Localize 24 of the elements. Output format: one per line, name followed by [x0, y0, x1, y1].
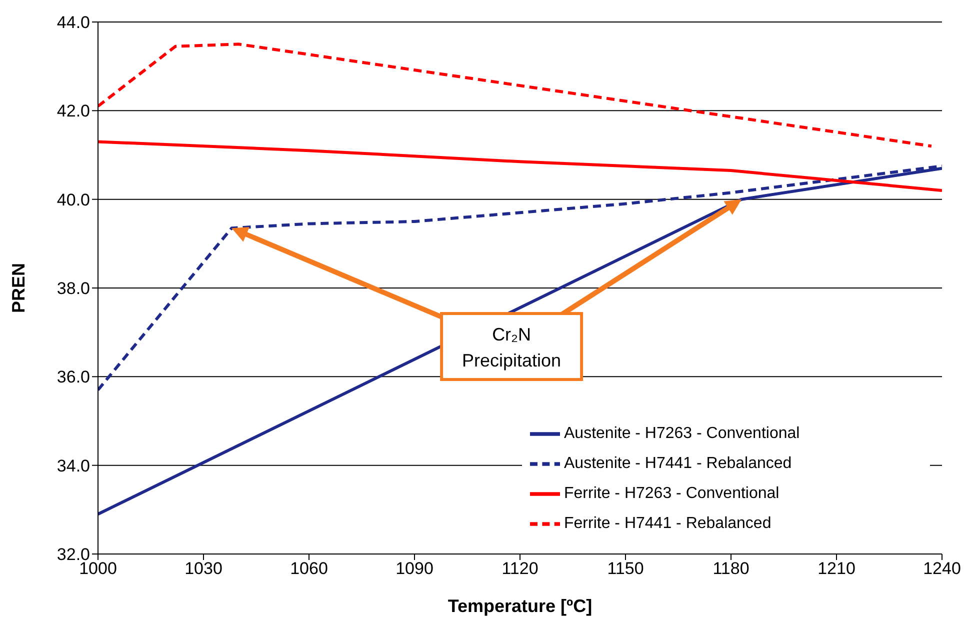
annotation: Cr₂N Precipitation — [462, 324, 562, 371]
y-tick-label: 44.0 — [56, 13, 90, 32]
y-tick-label: 34.0 — [56, 456, 90, 476]
x-tick-label: 1090 — [396, 559, 434, 578]
legend-label: Ferrite - H7441 - Rebalanced — [564, 515, 772, 532]
x-tick-label: 1210 — [818, 559, 856, 578]
legend-label: Austenite - H7263 - Conventional — [564, 425, 800, 442]
y-axis-title: PREN — [8, 262, 28, 314]
x-tick-label: 1180 — [712, 559, 750, 578]
x-tick-label: 1000 — [79, 559, 117, 578]
y-tick-label: 42.0 — [56, 102, 90, 121]
x-tick-label: 1030 — [184, 559, 222, 578]
legend-label: Ferrite - H7263 - Conventional — [564, 485, 780, 502]
line-series — [98, 42, 933, 148]
x-tick-label: 1060 — [290, 559, 328, 578]
x-axis-title: Temperature [ºC] — [448, 596, 592, 616]
y-tick-label: 36.0 — [56, 368, 90, 387]
line-series — [98, 140, 942, 192]
legend-label: Austenite - H7441 - Rebalanced — [564, 455, 792, 472]
y-tick-label: 40.0 — [56, 190, 90, 210]
y-tick-label: 38.0 — [56, 279, 90, 298]
x-tick-label: 1240 — [923, 559, 961, 578]
x-tick-label: 1120 — [502, 559, 538, 578]
x-tick-label: 1150 — [607, 559, 644, 578]
